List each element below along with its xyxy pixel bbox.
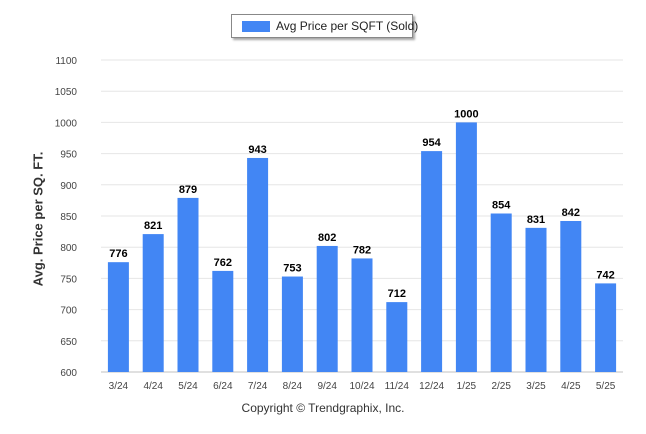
x-tick-label: 6/24 [213, 381, 233, 392]
bar [177, 197, 199, 372]
data-label: 712 [388, 288, 406, 300]
bar [247, 157, 269, 372]
legend-label: Avg Price per SQFT (Sold) [276, 19, 419, 33]
y-tick-label: 600 [60, 368, 77, 379]
y-axis-label: Avg. Price per SQ. FT. [30, 151, 46, 287]
y-tick-label: 650 [60, 337, 77, 348]
y-axis-ticks: 600 650 700 750 800 850 900 950 1000 1050 1100 [55, 56, 78, 379]
data-label: 802 [318, 232, 336, 244]
bar [142, 234, 164, 372]
x-tick-label: 10/24 [349, 381, 374, 392]
x-tick-label: 11/24 [385, 381, 410, 392]
x-tick-label: 8/24 [283, 381, 303, 392]
bar [525, 227, 547, 372]
x-tick-label: 4/24 [143, 381, 163, 392]
data-label: 776 [109, 248, 127, 260]
x-tick-label: 4/25 [561, 381, 581, 392]
data-label: 1000 [454, 108, 478, 120]
legend-swatch [242, 21, 270, 32]
x-tick-label: 7/24 [248, 381, 268, 392]
bar [281, 276, 303, 372]
x-tick-label: 2/25 [491, 381, 511, 392]
data-label: 879 [179, 184, 197, 196]
x-tick-label: 5/24 [178, 381, 198, 392]
x-tick-label: 12/24 [419, 381, 444, 392]
y-tick-label: 900 [60, 181, 77, 192]
data-label: 821 [144, 220, 162, 232]
data-label: 762 [214, 257, 232, 269]
y-tick-label: 700 [60, 306, 77, 317]
data-label: 782 [353, 244, 371, 256]
data-label: 742 [596, 269, 614, 281]
x-tick-label: 3/25 [526, 381, 546, 392]
data-label: 753 [283, 263, 301, 275]
data-labels: 776 821 879 762 943 753 802 782 712 954 1000 854 831… [109, 108, 615, 300]
y-tick-label: 800 [60, 243, 77, 254]
y-tick-label: 1050 [55, 87, 78, 98]
bar [421, 151, 443, 372]
bar [455, 122, 477, 373]
bar [595, 283, 617, 372]
bar [490, 213, 512, 372]
bar [560, 220, 582, 372]
copyright-footer: Copyright © Trendgraphix, Inc. [241, 401, 405, 415]
bar [107, 262, 129, 372]
data-label: 842 [562, 207, 580, 219]
legend[interactable]: Avg Price per SQFT (Sold) [231, 14, 418, 38]
y-tick-label: 1100 [55, 56, 77, 67]
x-tick-label: 9/24 [317, 381, 337, 392]
bar [316, 245, 338, 372]
y-tick-label: 850 [60, 212, 77, 223]
x-axis-ticks: 3/24 4/24 5/24 6/24 7/24 8/24 9/24 10/24 11/24 12… [109, 381, 616, 392]
data-label: 831 [527, 214, 545, 226]
data-label: 854 [492, 200, 511, 212]
data-label: 954 [422, 137, 441, 149]
x-tick-label: 3/24 [109, 381, 129, 392]
bar [351, 258, 373, 372]
y-tick-label: 950 [60, 150, 77, 161]
bars [107, 122, 617, 373]
bar [212, 270, 234, 372]
y-tick-label: 1000 [55, 118, 78, 129]
data-label: 943 [248, 144, 266, 156]
x-tick-label: 5/25 [596, 381, 616, 392]
y-tick-label: 750 [60, 274, 77, 285]
bar [386, 302, 408, 372]
x-tick-label: 1/25 [457, 381, 477, 392]
